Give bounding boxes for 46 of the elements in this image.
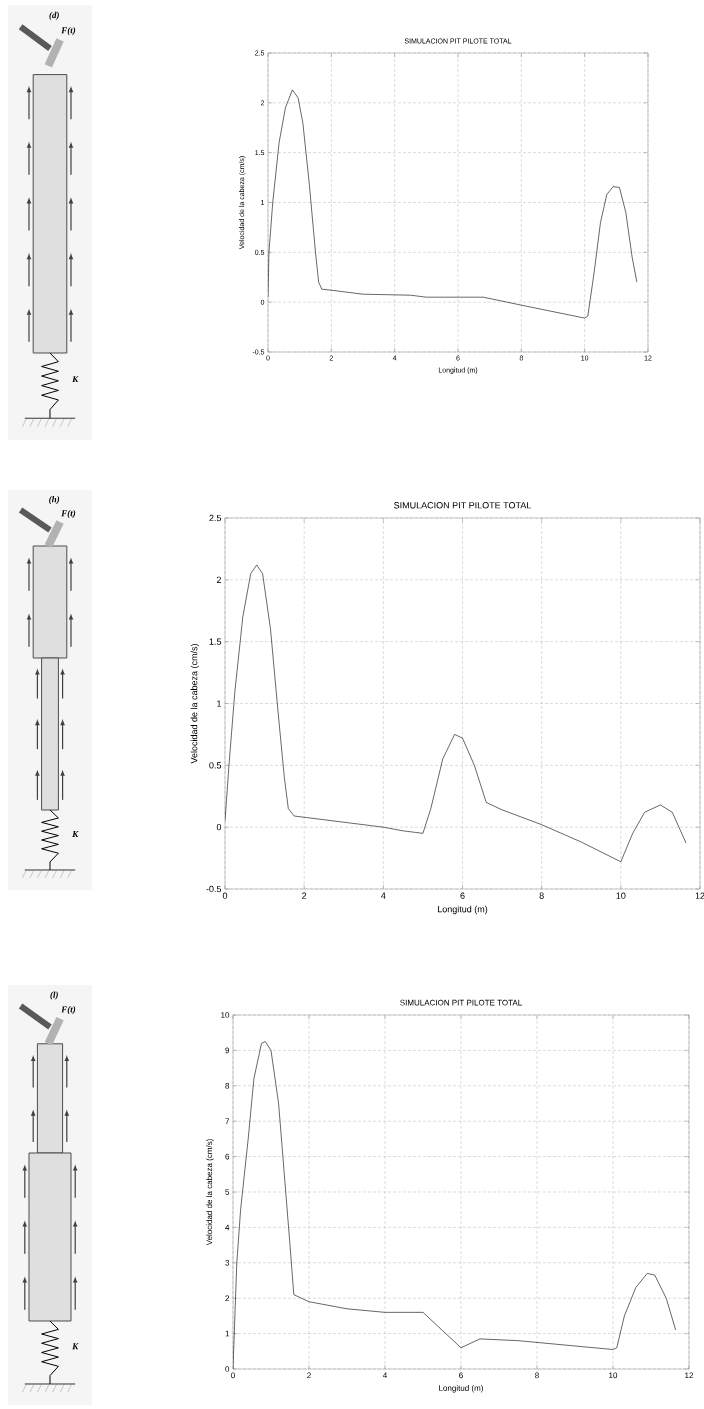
y-tick-label: 1 [217, 700, 222, 707]
y-tick-label: 10 [221, 1012, 230, 1018]
x-tick-label: 8 [535, 1372, 539, 1379]
y-tick-label: 9 [225, 1047, 230, 1054]
chart-title: SIMULACION PIT PILOTE TOTAL [394, 502, 532, 509]
x-tick-label: 6 [460, 892, 465, 899]
text: F(t) [61, 27, 76, 36]
x-tick-label: 8 [539, 892, 544, 899]
y-tick-label: 0 [225, 1366, 230, 1372]
x-tick-label: 0 [231, 1372, 235, 1379]
x-tick-label: 4 [382, 1372, 387, 1379]
y-tick-label: 2 [216, 576, 222, 583]
x-tick-label: 10 [609, 1372, 618, 1379]
x-tick-label: 2 [307, 1372, 311, 1379]
y-tick-label: -0.5 [206, 885, 222, 893]
x-axis-title: Longitud (m) [439, 1385, 483, 1393]
text: K [72, 1343, 79, 1350]
text: (h) [49, 495, 60, 505]
x-axis-title: Longitud (m) [437, 905, 488, 915]
y-tick-label: 8 [225, 1082, 230, 1089]
y-tick-label: 0 [216, 823, 222, 831]
y-tick-label: 3 [225, 1259, 230, 1266]
y-tick-label: 2 [225, 1295, 230, 1301]
y-axis-title: Velocidad de la cabeza (cm/s) [206, 1139, 214, 1246]
x-tick-label: 12 [695, 892, 704, 899]
x-tick-label: 10 [616, 892, 626, 899]
y-tick-label: 1 [225, 1330, 230, 1337]
x-tick-label: 6 [459, 1372, 463, 1379]
y-tick-label: 0.5 [209, 762, 222, 769]
text: K [72, 831, 79, 837]
text: F(t) [61, 509, 76, 519]
y-tick-label: 5 [225, 1189, 230, 1195]
text: K [72, 376, 79, 383]
text: F(t) [61, 1006, 76, 1015]
y-tick-label: 4 [225, 1224, 230, 1231]
y-axis-title: Velocidad de la cabeza (cm/s) [190, 644, 200, 764]
text: (l) [50, 991, 58, 1000]
x-tick-label: 4 [381, 892, 386, 899]
text: (d) [49, 11, 59, 20]
y-tick-label: 7 [225, 1118, 230, 1124]
x-tick-label: 2 [302, 892, 307, 899]
y-tick-label: 1.5 [209, 638, 222, 645]
y-tick-label: 6 [225, 1153, 230, 1160]
x-tick-label: 12 [685, 1372, 694, 1379]
chart-title: SIMULACION PIT PILOTE TOTAL [400, 999, 522, 1006]
y-tick-label: 2.5 [209, 514, 222, 522]
